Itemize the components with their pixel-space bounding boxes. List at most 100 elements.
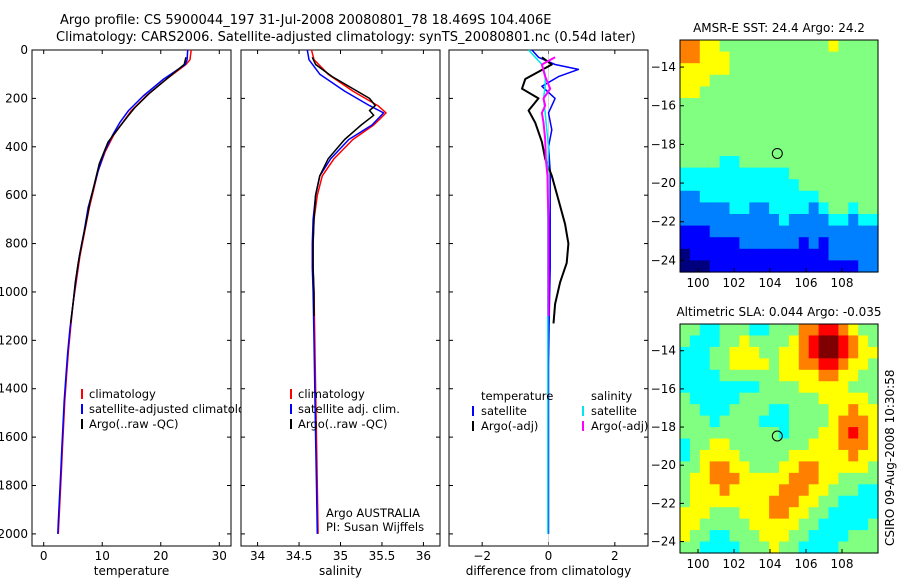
sst-map-cell (719, 132, 731, 145)
sst-map-cell (769, 248, 780, 261)
sla-map-cell (848, 335, 859, 348)
sla-map-cell (749, 472, 760, 485)
sst-map-cell (699, 237, 711, 250)
sla-map-cell (749, 369, 760, 382)
sla-map-cell (749, 484, 760, 497)
sst-map-cell (848, 98, 859, 111)
sst-map-cell (808, 121, 820, 134)
sst-map-cell (838, 248, 849, 261)
sla-map-cell (699, 369, 711, 382)
sst-map-cell (798, 190, 810, 203)
sla-map-cell (858, 438, 869, 451)
sla-map-cell (719, 495, 731, 508)
sla-map-cell (709, 541, 721, 554)
sla-map-axes-box (679, 323, 879, 554)
sst-map-cell (868, 237, 879, 250)
sla-map-cell (739, 369, 750, 382)
sla-map-cell (749, 392, 760, 405)
sst-map-cell (769, 144, 780, 157)
difference-legend-entry: satellite (481, 404, 527, 418)
sla-map-cell (680, 415, 691, 428)
sla-map-cell (828, 381, 839, 394)
sst-map-cell (769, 214, 780, 227)
sst-map-cell (818, 63, 830, 76)
sla-map-cell (729, 427, 740, 440)
sla-map-cell (779, 415, 790, 428)
sla-map-cell (818, 392, 830, 405)
sst-map-cell (699, 74, 711, 87)
sla-map-cell (858, 369, 869, 382)
sst-map-cell (689, 86, 701, 99)
sla-map-cell (838, 415, 849, 428)
sla-map-cell (798, 541, 810, 554)
sla-map-cell (848, 404, 859, 417)
sst-map-cell (798, 202, 810, 215)
sla-map-cell (808, 346, 820, 359)
sla-map-cell (868, 381, 879, 394)
sst-map-cell (828, 121, 839, 134)
sla-map-cell (788, 404, 800, 417)
sla-map-cell (729, 381, 740, 394)
sla-map-cell (848, 369, 859, 382)
sst-map-cell (719, 225, 731, 238)
sla-map-cell (779, 369, 790, 382)
sla-map-cell (739, 530, 750, 543)
sla-map-cell (868, 427, 879, 440)
sla-map-cell (798, 518, 810, 531)
sla-map-cell (759, 472, 770, 485)
sla-map-cell (680, 518, 691, 531)
sla-map-cell (729, 541, 740, 554)
sla-map-cell (838, 392, 849, 405)
sla-map-ytick-label: −14 (651, 344, 676, 358)
sla-map-cell (680, 404, 691, 417)
sst-map-cell (779, 109, 790, 122)
sst-map-cell (798, 63, 810, 76)
sla-map-cell (769, 369, 780, 382)
sla-map-cell (808, 369, 820, 382)
sst-map-cell (689, 144, 701, 157)
sla-map-cell (689, 404, 701, 417)
sla-map-cell (699, 484, 711, 497)
sla-map-cell (848, 495, 859, 508)
sst-map-cell (798, 98, 810, 111)
sst-map-cell (729, 260, 740, 273)
sst-map-cell (689, 167, 701, 180)
sst-map-cell (699, 202, 711, 215)
sst-map-cell (798, 51, 810, 64)
difference-xtick-label: −2 (473, 549, 491, 563)
sla-map-cell (729, 346, 740, 359)
sla-map-cell (838, 472, 849, 485)
sla-map-cell (808, 404, 820, 417)
difference-legend-entry: satellite (591, 404, 637, 418)
sla-map-cell (848, 518, 859, 531)
sst-map-cell (769, 63, 780, 76)
sst-map-title: AMSR-E SST: 24.4 Argo: 24.2 (693, 21, 865, 35)
sla-map-cell (709, 461, 721, 474)
salinity-xtick-label: 34 (250, 549, 265, 563)
sla-map-cell (709, 415, 721, 428)
sla-map-cell (739, 415, 750, 428)
sst-map-cell (818, 98, 830, 111)
sst-map-cell (739, 179, 750, 192)
sst-map-cell (719, 121, 731, 134)
sst-map-cell (739, 167, 750, 180)
sst-map-ytick-label: −24 (651, 253, 676, 267)
sst-map-cell (848, 40, 859, 53)
sst-map-cell (848, 202, 859, 215)
difference-xtick-label: 2 (611, 549, 619, 563)
sla-map-cell (749, 404, 760, 417)
salinity-xlabel: salinity (319, 564, 362, 578)
sla-map-cell (689, 415, 701, 428)
sla-map-cell (749, 324, 760, 337)
sst-map-cell (818, 237, 830, 250)
sst-map-cell (779, 40, 790, 53)
sst-map-cell (749, 144, 760, 157)
sla-map-cell (808, 415, 820, 428)
sst-map-cell (858, 167, 869, 180)
sla-map-cell (868, 392, 879, 405)
sst-map-cell (739, 202, 750, 215)
sst-map-cell (729, 190, 740, 203)
sla-map-cell (788, 358, 800, 371)
sst-map-cell (848, 63, 859, 76)
sst-map-cell (848, 132, 859, 145)
